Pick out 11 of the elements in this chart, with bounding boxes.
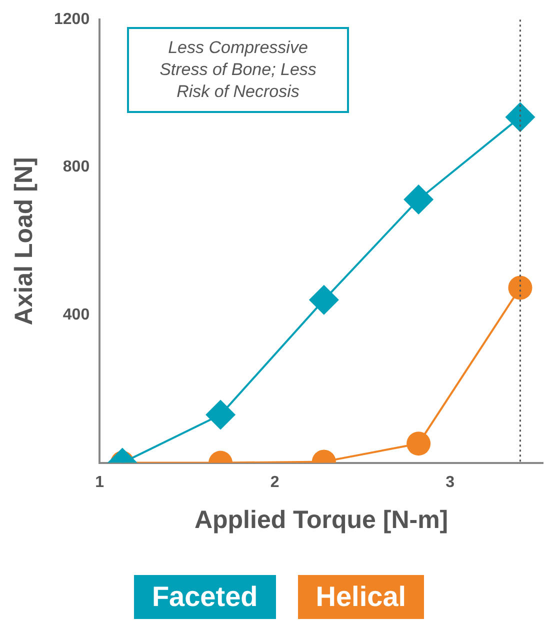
x-tick-label: 2 xyxy=(270,474,280,491)
legend-label: Faceted xyxy=(152,575,276,619)
annotation: Less Compressive Stress of Bone; Less Risk of Necrosis xyxy=(127,27,349,113)
y-tick-label: 1200 xyxy=(54,11,90,28)
x-axis-title: Applied Torque [N-m] xyxy=(194,506,448,534)
y-tick-label: 400 xyxy=(62,306,90,324)
legend-label: Helical xyxy=(316,575,424,619)
x-tick-label: 3 xyxy=(446,474,455,491)
x-tick-label: 1 xyxy=(95,474,104,491)
y-axis-title: Axial Load [N] xyxy=(10,157,38,326)
y-tick-label: 800 xyxy=(62,158,90,176)
